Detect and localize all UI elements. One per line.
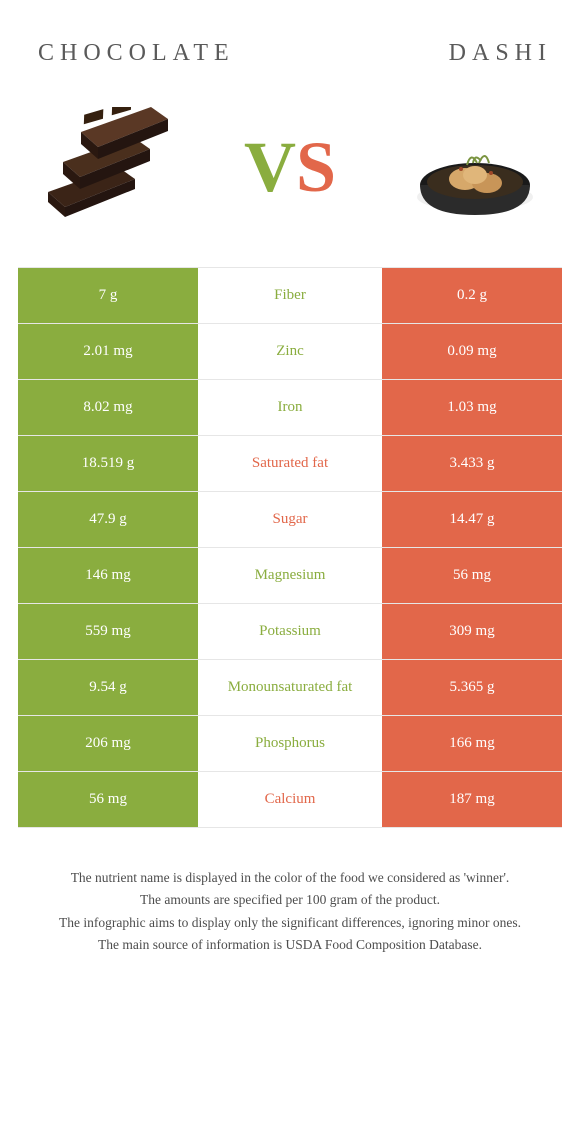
- right-value: 1.03 mg: [382, 380, 562, 435]
- left-food-title: CHOCOLATE: [38, 40, 235, 67]
- nutrient-label: Calcium: [198, 772, 382, 827]
- nutrient-label: Sugar: [198, 492, 382, 547]
- right-value: 187 mg: [382, 772, 562, 827]
- right-value: 56 mg: [382, 548, 562, 603]
- left-value: 18.519 g: [18, 436, 198, 491]
- right-value: 0.2 g: [382, 268, 562, 323]
- image-row: VS: [18, 87, 562, 267]
- table-row: 18.519 gSaturated fat3.433 g: [18, 436, 562, 492]
- right-food-title: DASHI: [449, 40, 552, 67]
- right-value: 14.47 g: [382, 492, 562, 547]
- nutrient-label: Potassium: [198, 604, 382, 659]
- right-value: 5.365 g: [382, 660, 562, 715]
- table-row: 8.02 mgIron1.03 mg: [18, 380, 562, 436]
- comparison-table: 7 gFiber0.2 g2.01 mgZinc0.09 mg8.02 mgIr…: [18, 267, 562, 828]
- table-row: 146 mgMagnesium56 mg: [18, 548, 562, 604]
- left-value: 559 mg: [18, 604, 198, 659]
- nutrient-label: Phosphorus: [198, 716, 382, 771]
- table-row: 47.9 gSugar14.47 g: [18, 492, 562, 548]
- table-row: 56 mgCalcium187 mg: [18, 772, 562, 828]
- left-value: 9.54 g: [18, 660, 198, 715]
- vs-letter-s: S: [296, 126, 336, 209]
- right-value: 3.433 g: [382, 436, 562, 491]
- header-row: CHOCOLATE DASHI: [18, 20, 562, 87]
- table-row: 7 gFiber0.2 g: [18, 268, 562, 324]
- footnote-line: The nutrient name is displayed in the co…: [38, 868, 542, 888]
- dashi-image: [392, 97, 552, 237]
- footnote-line: The main source of information is USDA F…: [38, 935, 542, 955]
- footnote-line: The infographic aims to display only the…: [38, 913, 542, 933]
- table-row: 9.54 gMonounsaturated fat5.365 g: [18, 660, 562, 716]
- footnotes: The nutrient name is displayed in the co…: [18, 828, 562, 957]
- footnote-line: The amounts are specified per 100 gram o…: [38, 890, 542, 910]
- left-value: 146 mg: [18, 548, 198, 603]
- nutrient-label: Fiber: [198, 268, 382, 323]
- nutrient-label: Magnesium: [198, 548, 382, 603]
- left-value: 2.01 mg: [18, 324, 198, 379]
- table-row: 2.01 mgZinc0.09 mg: [18, 324, 562, 380]
- nutrient-label: Saturated fat: [198, 436, 382, 491]
- vs-letter-v: V: [244, 126, 296, 209]
- table-row: 559 mgPotassium309 mg: [18, 604, 562, 660]
- vs-badge: VS: [244, 126, 336, 209]
- right-value: 0.09 mg: [382, 324, 562, 379]
- table-row: 206 mgPhosphorus166 mg: [18, 716, 562, 772]
- chocolate-image: [28, 97, 188, 237]
- nutrient-label: Monounsaturated fat: [198, 660, 382, 715]
- nutrient-label: Zinc: [198, 324, 382, 379]
- left-value: 56 mg: [18, 772, 198, 827]
- right-value: 309 mg: [382, 604, 562, 659]
- nutrient-label: Iron: [198, 380, 382, 435]
- right-value: 166 mg: [382, 716, 562, 771]
- left-value: 8.02 mg: [18, 380, 198, 435]
- left-value: 206 mg: [18, 716, 198, 771]
- left-value: 7 g: [18, 268, 198, 323]
- left-value: 47.9 g: [18, 492, 198, 547]
- infographic-container: CHOCOLATE DASHI: [0, 0, 580, 1144]
